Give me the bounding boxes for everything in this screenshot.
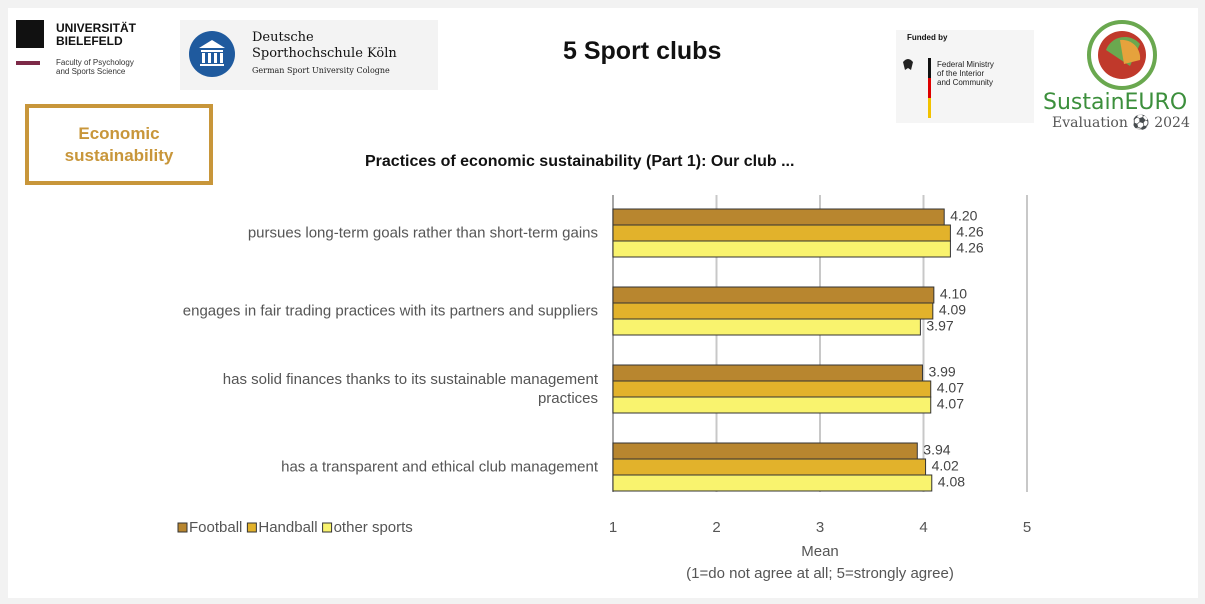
legend-label: Handball bbox=[258, 519, 317, 536]
x-tick-label: 4 bbox=[919, 519, 927, 536]
data-label: 3.97 bbox=[926, 318, 953, 334]
bar bbox=[612, 208, 945, 226]
dshs-logo bbox=[189, 31, 235, 77]
data-label: 4.26 bbox=[956, 240, 983, 256]
eagle bbox=[903, 59, 913, 70]
chart-title: Practices of economic sustainability (Pa… bbox=[365, 153, 795, 170]
y-tick-label: pursues long-term goals rather than shor… bbox=[247, 224, 598, 242]
brand-ring bbox=[1087, 20, 1157, 90]
y-tick-label: has solid finances thanks to its sustain… bbox=[222, 371, 598, 407]
bar bbox=[612, 364, 923, 382]
bar bbox=[612, 474, 933, 492]
bar bbox=[612, 240, 951, 258]
dshs-line: Sporthochschule Köln bbox=[252, 46, 397, 61]
y-tick-label: has a transparent and ethical club manag… bbox=[281, 458, 598, 476]
dshs-name: Deutsche Sporthochschule Köln bbox=[252, 30, 397, 62]
data-label: 4.09 bbox=[939, 302, 966, 318]
faculty-line: Faculty of Psychology bbox=[56, 58, 134, 67]
data-label: 4.02 bbox=[932, 458, 959, 474]
flag-black bbox=[928, 58, 931, 78]
x-axis-label: Mean bbox=[801, 543, 839, 560]
ministry-line: Federal Ministry bbox=[937, 60, 994, 69]
section-box bbox=[25, 104, 213, 185]
uni-logo-mark bbox=[16, 20, 44, 48]
uni-name: UNIVERSITÄT BIELEFELD bbox=[56, 22, 136, 48]
x-tick-label: 3 bbox=[816, 519, 824, 536]
funded-by: Funded by bbox=[907, 33, 948, 42]
dshs-logo-columns bbox=[199, 40, 225, 66]
dshs-line: Deutsche bbox=[252, 30, 314, 45]
bar bbox=[612, 458, 927, 476]
bar bbox=[612, 318, 921, 336]
x-tick-label: 5 bbox=[1023, 519, 1031, 536]
ministry: Federal Ministry of the Interior and Commu… bbox=[937, 60, 994, 87]
flag-gold bbox=[928, 98, 931, 118]
uni-line: BIELEFELD bbox=[56, 34, 123, 48]
legend-swatch bbox=[177, 522, 188, 533]
section-label: Economic sustainability bbox=[64, 124, 174, 165]
brand-sub-text: Evaluation bbox=[1052, 115, 1128, 131]
data-label: 4.20 bbox=[950, 208, 977, 224]
legend-swatch bbox=[246, 522, 257, 533]
brand: SustainEURO bbox=[1043, 90, 1188, 115]
x-axis-note: (1=do not agree at all; 5=strongly agree… bbox=[686, 565, 954, 582]
flag-red bbox=[928, 78, 931, 98]
bar bbox=[612, 224, 951, 242]
data-label: 4.10 bbox=[940, 286, 967, 302]
data-label: 4.26 bbox=[956, 224, 983, 240]
data-label: 3.99 bbox=[928, 364, 955, 380]
dshs-english: German Sport University Cologne bbox=[252, 66, 390, 75]
brand-sub: Evaluation ⚽ 2024 bbox=[1052, 115, 1190, 131]
data-label: 4.07 bbox=[937, 380, 964, 396]
legend-swatch bbox=[322, 522, 333, 533]
bar bbox=[612, 302, 934, 320]
legend-label: other sports bbox=[334, 519, 413, 536]
uni-line: UNIVERSITÄT bbox=[56, 21, 137, 35]
uni-faculty: Faculty of Psychology and Sports Science bbox=[56, 58, 134, 76]
x-tick-label: 2 bbox=[712, 519, 720, 536]
data-label: 4.08 bbox=[938, 474, 965, 490]
ministry-line: of the Interior bbox=[937, 69, 985, 78]
bar bbox=[612, 286, 935, 304]
data-label: 4.07 bbox=[937, 396, 964, 412]
legend-label: Football bbox=[189, 519, 242, 536]
bar bbox=[612, 442, 918, 460]
x-tick-label: 1 bbox=[609, 519, 617, 536]
uni-logo-line bbox=[16, 61, 40, 65]
ministry-bg bbox=[896, 30, 1034, 123]
slide-title: 5 Sport clubs bbox=[563, 37, 722, 65]
brand-year: 2024 bbox=[1154, 115, 1190, 131]
bar bbox=[612, 380, 932, 398]
faculty-line: and Sports Science bbox=[56, 67, 126, 76]
y-tick-label: engages in fair trading practices with i… bbox=[182, 302, 598, 320]
bar bbox=[612, 396, 932, 414]
ministry-line: and Community bbox=[937, 78, 994, 87]
data-label: 3.94 bbox=[923, 442, 950, 458]
brand-piece bbox=[1120, 39, 1141, 64]
